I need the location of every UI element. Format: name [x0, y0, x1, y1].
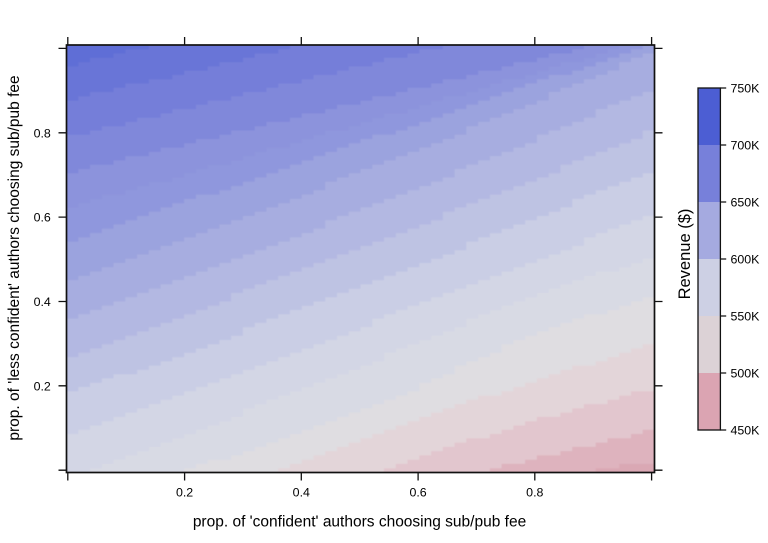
svg-text:700K: 700K [731, 139, 761, 153]
svg-text:Revenue ($): Revenue ($) [676, 209, 694, 300]
svg-text:0.2: 0.2 [176, 486, 193, 500]
svg-text:750K: 750K [731, 82, 761, 96]
svg-text:0.2: 0.2 [34, 379, 51, 393]
svg-text:650K: 650K [731, 196, 761, 210]
svg-text:0.4: 0.4 [293, 486, 310, 500]
svg-text:0.8: 0.8 [34, 126, 51, 140]
svg-text:0.8: 0.8 [526, 486, 543, 500]
svg-text:550K: 550K [731, 310, 761, 324]
svg-text:600K: 600K [731, 253, 761, 267]
svg-text:0.6: 0.6 [34, 211, 51, 225]
svg-text:prop. of 'confident' authors c: prop. of 'confident' authors choosing su… [193, 514, 526, 531]
svg-text:prop. of 'less confident' auth: prop. of 'less confident' authors choosi… [6, 75, 23, 440]
svg-text:500K: 500K [731, 367, 761, 381]
svg-text:0.4: 0.4 [34, 295, 51, 309]
svg-text:450K: 450K [731, 424, 761, 438]
svg-text:0.6: 0.6 [409, 486, 426, 500]
